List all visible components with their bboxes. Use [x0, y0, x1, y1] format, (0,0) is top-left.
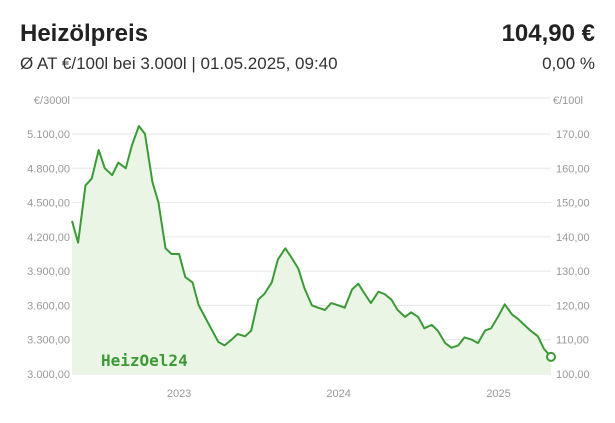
right-axis-unit: €/100l: [553, 95, 583, 107]
right-tick-label: 130,00: [556, 266, 590, 278]
x-axis-ticks: 2023 2024 2025: [167, 388, 511, 400]
left-tick-label: 3.900,00: [27, 266, 70, 278]
right-tick-label: 120,00: [556, 300, 590, 312]
left-tick-label: 3.300,00: [27, 335, 70, 347]
x-tick-label: 2025: [486, 388, 510, 400]
price-change: 0,00 %: [542, 54, 595, 73]
left-tick-label: 5.100,00: [27, 129, 70, 141]
right-tick-label: 140,00: [556, 232, 590, 244]
right-axis-ticks: 100,00 110,00 120,00 130,00 140,00 150,00 160,…: [556, 129, 590, 381]
right-tick-label: 100,00: [556, 369, 590, 381]
latest-point-marker[interactable]: [546, 351, 556, 362]
right-tick-label: 160,00: [556, 163, 590, 175]
price-area: [72, 126, 551, 374]
right-tick-label: 150,00: [556, 198, 590, 210]
left-tick-label: 3.600,00: [27, 300, 70, 312]
chart-header: Heizölpreis 104,90 € Ø AT €/100l bei 3.0…: [0, 0, 615, 90]
left-axis-unit: €/3000l: [34, 95, 70, 107]
left-tick-label: 3.000,00: [27, 369, 70, 381]
price-subtitle: Ø AT €/100l bei 3.000l | 01.05.2025, 09:…: [20, 54, 338, 73]
left-tick-label: 4.200,00: [27, 232, 70, 244]
page-title: Heizölpreis: [20, 20, 149, 47]
price-line: [71, 125, 552, 358]
left-tick-label: 4.500,00: [27, 198, 70, 210]
current-price: 104,90 €: [501, 20, 595, 47]
right-tick-label: 170,00: [556, 129, 590, 141]
left-tick-label: 4.800,00: [27, 163, 70, 175]
x-tick-label: 2024: [326, 388, 350, 400]
right-tick-label: 110,00: [556, 335, 589, 347]
watermark-logo: HeizOel24: [101, 351, 188, 370]
x-tick-label: 2023: [167, 388, 191, 400]
left-axis-ticks: 3.000,00 3.300,00 3.600,00 3.900,00 4.200,00…: [27, 129, 70, 381]
